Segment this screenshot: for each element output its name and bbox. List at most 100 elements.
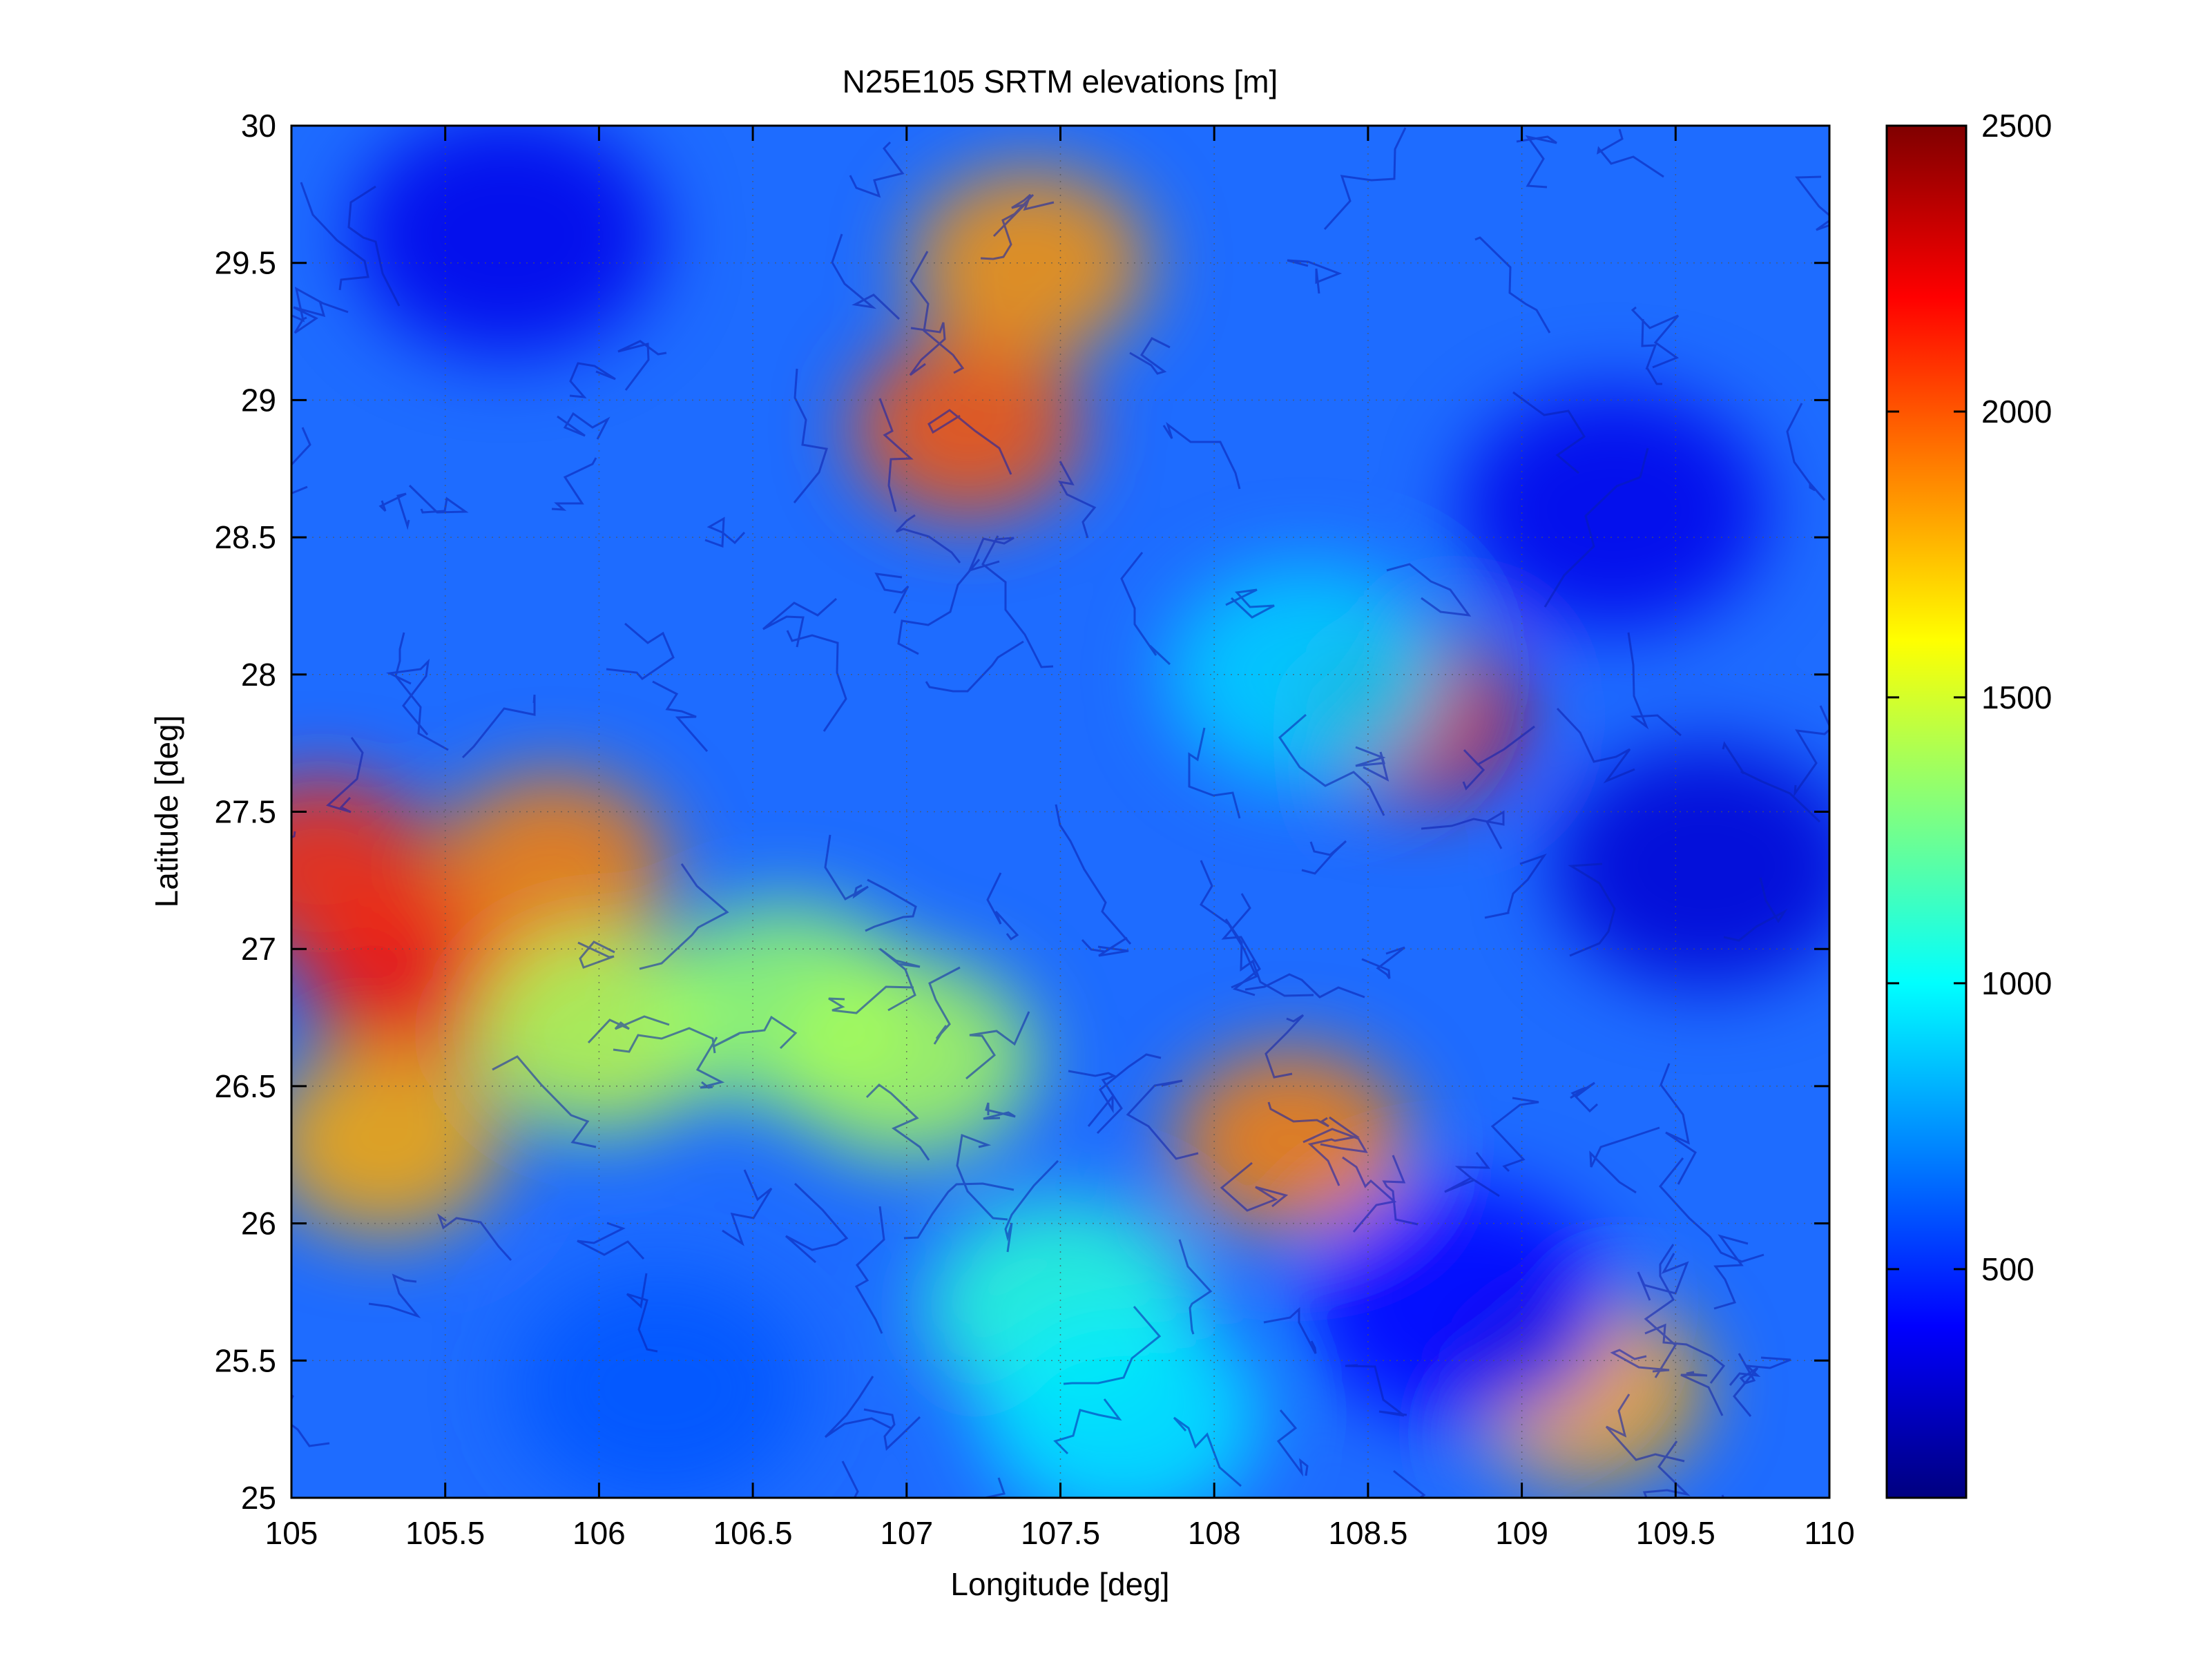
stream-line [1087,1053,1162,1127]
stream-line [1568,862,1616,957]
stream-line [1225,588,1275,619]
stream-line [394,632,449,751]
stream-line [831,233,901,320]
y-tick-label: 26.5 [214,1068,276,1104]
stream-line [1264,1014,1305,1079]
stream-line [878,398,914,512]
stream-line [1361,946,1405,979]
stream-line [1302,1128,1368,1153]
stream-line [983,1102,1016,1120]
colorbar-tick-label: 2500 [1981,108,2052,144]
stream-line [1659,1157,1764,1263]
stream-line [980,193,1035,260]
terrain-feature [291,777,435,956]
stream-line [863,1408,921,1452]
stream-line [695,1037,725,1089]
stream-line [569,362,616,398]
x-tick-label: 108 [1188,1515,1241,1551]
stream-line [903,1182,1014,1240]
y-tick-label: 28.5 [214,519,276,555]
stream-line [1795,175,1829,231]
stream-line [1221,893,1261,996]
stream-line [762,597,837,648]
stream-line [492,1055,597,1148]
terrain-feature [435,773,671,960]
stream-line [606,622,675,680]
stream-line [1200,860,1258,989]
stream-line [1605,1394,1685,1463]
stream-line [1786,403,1826,501]
stream-line [895,514,961,563]
stream-line [1055,804,1132,945]
stream-line [986,872,1019,941]
stream-line [1512,391,1586,474]
stream-line [1393,1469,1426,1498]
stream-line [1220,1161,1289,1212]
colorbar-tick-label: 1500 [1981,679,2052,715]
stream-line [1244,973,1365,999]
stream-line [1444,1152,1500,1197]
stream-line [293,300,326,334]
stream-line [824,834,869,900]
stream-line [1224,918,1314,997]
stream-line [1644,1323,1726,1384]
terrain-feature [911,168,1148,357]
y-axis-label: Latitude [deg] [148,715,184,908]
stream-line [1729,1356,1791,1386]
stream-line [1793,705,1829,798]
x-tick-label: 108.5 [1328,1515,1407,1551]
stream-line [551,457,597,511]
stream-line [1474,236,1551,334]
stream-line [291,1388,330,1447]
stream-line [1680,1371,1724,1416]
stream-line [408,484,469,514]
stream-line [1004,1159,1059,1253]
stream-line [291,427,311,495]
colorbar-ticks: 500 1000 1500 2000 2500 [1887,108,2052,1287]
stream-line [639,863,729,970]
stream-line [1713,1234,1749,1310]
x-tick-label: 109 [1495,1515,1548,1551]
stream-line [849,141,905,198]
stream-line [1722,741,1821,823]
stream-line [1382,1155,1418,1226]
stream-line [828,985,914,1014]
drainage-layer [291,127,1829,1498]
x-tick-label: 106 [573,1515,626,1551]
stream-line [1162,422,1241,490]
stream-line [1301,840,1347,875]
terrain-feature [291,1045,503,1236]
stream-line [874,572,910,614]
stream-line [1723,877,1788,942]
stream-line [1129,337,1171,375]
stream-line [1733,1353,1759,1417]
y-tick-label: 25.5 [214,1342,276,1378]
x-tick-label: 105.5 [405,1515,485,1551]
stream-line [613,1027,716,1054]
stream-line [965,1011,1030,1080]
stream-line [1386,563,1472,617]
stream-line [824,1376,893,1438]
stream-line [1610,1349,1670,1373]
stream-line [1345,1364,1407,1417]
x-tick-label: 109.5 [1636,1515,1715,1551]
terrain-feature [1166,563,1448,785]
terrain-feature [853,336,1084,519]
stream-line [1063,1306,1162,1385]
x-tick-label: 110 [1804,1515,1854,1551]
stream-line [652,680,709,752]
stream-line [617,340,667,391]
x-tick-label: 107.5 [1021,1515,1100,1551]
stream-line [1462,725,1535,791]
stream-line [1081,936,1129,957]
grid-lines [291,126,1829,1498]
stream-line [1484,854,1547,919]
stream-line [300,182,369,291]
stream-line [1631,306,1680,369]
stream-line [1287,259,1343,294]
stream-line [1188,727,1241,819]
stream-line [1642,1440,1691,1498]
stream-line [347,185,401,307]
y-tick-label: 28 [241,657,276,693]
